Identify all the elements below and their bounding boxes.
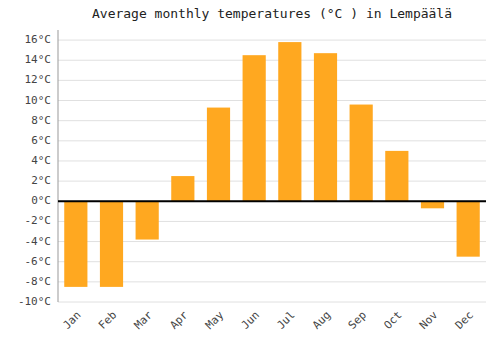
page: {"chart_data": {"type": "bar", "title": …	[0, 0, 500, 350]
y-tick-label: -8°C	[25, 275, 52, 288]
grid-line	[58, 80, 486, 81]
x-tick-label: Jul	[274, 309, 297, 332]
y-tick-label: 6°C	[31, 134, 51, 147]
bar	[421, 201, 444, 208]
bar	[385, 151, 408, 201]
grid-line	[58, 160, 486, 161]
bar	[64, 201, 87, 287]
bar	[457, 201, 480, 256]
y-tick-label: 16°C	[25, 33, 52, 46]
x-tick-label: Jun	[239, 309, 262, 332]
x-tick-label: May	[203, 308, 227, 332]
grid-line	[58, 120, 486, 121]
x-tick-label: Apr	[167, 308, 191, 332]
bar	[100, 201, 123, 287]
baseline	[58, 200, 486, 202]
x-tick-label: Mar	[132, 308, 156, 332]
grid-line	[58, 40, 486, 41]
y-axis-line	[58, 30, 59, 302]
x-tick-label: Dec	[453, 309, 476, 332]
y-tick-label: -2°C	[25, 214, 52, 227]
x-tick-label: Oct	[381, 309, 404, 332]
x-tick-label: Sep	[346, 309, 369, 332]
bar	[171, 176, 194, 201]
x-tick-label: Feb	[96, 309, 119, 332]
y-tick-label: 4°C	[31, 154, 51, 167]
bar	[350, 105, 373, 202]
y-tick-label: 10°C	[25, 94, 52, 107]
y-tick-label: 2°C	[31, 174, 51, 187]
grid-line	[58, 100, 486, 101]
bar	[243, 55, 266, 201]
x-tick-label: Aug	[310, 309, 333, 332]
y-tick-label: -4°C	[25, 235, 52, 248]
y-tick-label: -10°C	[18, 295, 51, 308]
bar	[278, 42, 301, 201]
bar	[207, 108, 230, 202]
grid-line	[58, 60, 486, 61]
bar	[136, 201, 159, 239]
x-tick-label: Jan	[60, 309, 83, 332]
bar	[314, 53, 337, 201]
grid-line	[58, 181, 486, 182]
y-tick-label: 14°C	[25, 53, 52, 66]
grid	[58, 40, 486, 302]
y-tick-label: -6°C	[25, 255, 52, 268]
grid-line	[58, 201, 486, 202]
y-tick-label: 0°C	[31, 194, 51, 207]
y-tick-label: 12°C	[25, 73, 52, 86]
grid-line	[58, 302, 486, 303]
grid-line	[58, 140, 486, 141]
chart: Average monthly temperatures (°C ) in Le…	[0, 0, 500, 350]
bars	[64, 42, 480, 287]
y-tick-label: 8°C	[31, 114, 51, 127]
x-tick-label: Nov	[417, 308, 441, 332]
title: Average monthly temperatures (°C ) in Le…	[92, 6, 452, 21]
